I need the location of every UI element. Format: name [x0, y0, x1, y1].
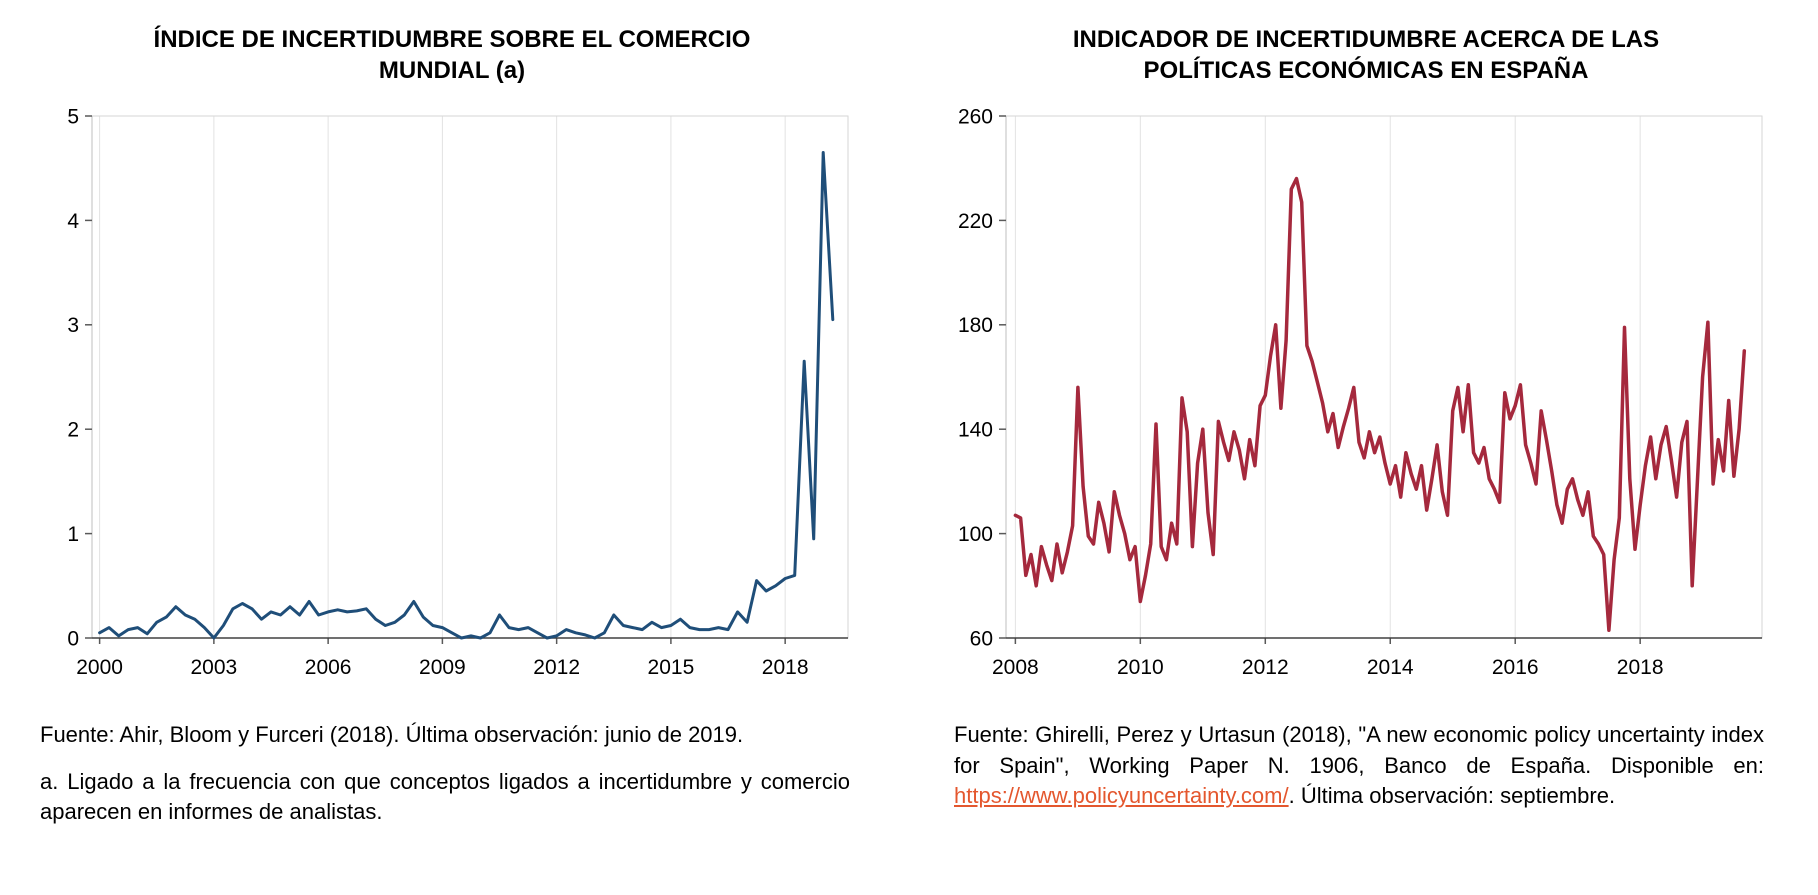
svg-text:5: 5 [67, 106, 79, 129]
svg-text:2015: 2015 [648, 656, 695, 679]
svg-text:2018: 2018 [1617, 656, 1664, 679]
figure-container: ÍNDICE DE INCERTIDUMBRE SOBRE EL COMERCI… [40, 14, 1778, 843]
svg-text:2003: 2003 [191, 656, 238, 679]
svg-text:0: 0 [67, 628, 79, 651]
svg-text:2010: 2010 [1117, 656, 1164, 679]
svg-text:180: 180 [958, 315, 993, 338]
svg-text:260: 260 [958, 106, 993, 129]
epu-source-note: Fuente: Ghirelli, Perez y Urtasun (2018)… [954, 720, 1764, 811]
epu-chart-canvas: 60 100 140 180 220 260 2008 2010 2012 2014 2016 201… [958, 106, 1763, 679]
svg-text:3: 3 [67, 315, 79, 338]
svg-text:2008: 2008 [992, 656, 1039, 679]
svg-text:2006: 2006 [305, 656, 352, 679]
svg-text:2018: 2018 [762, 656, 809, 679]
svg-text:220: 220 [958, 210, 993, 233]
wtu-panel: ÍNDICE DE INCERTIDUMBRE SOBRE EL COMERCI… [40, 14, 864, 843]
epu-footnote: Fuente: Ghirelli, Perez y Urtasun (2018)… [954, 720, 1764, 827]
wtu-footnote: Fuente: Ahir, Bloom y Furceri (2018). Úl… [40, 720, 850, 843]
svg-text:60: 60 [970, 628, 993, 651]
svg-text:2000: 2000 [76, 656, 123, 679]
svg-text:2016: 2016 [1492, 656, 1539, 679]
epu-chart: 60 100 140 180 220 260 2008 2010 2012 2014 2016 201… [954, 94, 1778, 694]
wtu-chart-title: ÍNDICE DE INCERTIDUMBRE SOBRE EL COMERCI… [153, 26, 751, 85]
wtu-note-a: a. Ligado a la frecuencia con que concep… [40, 768, 850, 825]
svg-text:4: 4 [67, 210, 79, 233]
svg-text:2012: 2012 [1242, 656, 1289, 679]
wtu-chart: 0 1 2 3 4 5 2000 2003 2006 2009 2012 2015 2018 [40, 94, 864, 694]
epu-source-text-suffix: . Última observación: septiembre. [1288, 783, 1616, 809]
wtu-chart-canvas: 0 1 2 3 4 5 2000 2003 2006 2009 2012 2015 2018 [67, 106, 849, 679]
wtu-source-note: Fuente: Ahir, Bloom y Furceri (2018). Úl… [40, 722, 744, 748]
epu-chart-title: INDICADOR DE INCERTIDUMBRE ACERCA DE LAS… [1072, 26, 1660, 85]
epu-source-text-prefix: Fuente: Ghirelli, Perez y Urtasun (2018)… [954, 722, 1764, 778]
svg-text:1: 1 [67, 523, 79, 546]
svg-text:2014: 2014 [1367, 656, 1414, 679]
svg-text:100: 100 [958, 523, 993, 546]
epu-panel: INDICADOR DE INCERTIDUMBRE ACERCA DE LAS… [954, 14, 1778, 843]
svg-text:140: 140 [958, 419, 993, 442]
svg-text:2012: 2012 [533, 656, 580, 679]
policy-uncertainty-link[interactable]: https://www.policyuncertainty.com/ [954, 783, 1289, 809]
svg-text:2009: 2009 [419, 656, 466, 679]
svg-text:2: 2 [67, 419, 79, 442]
